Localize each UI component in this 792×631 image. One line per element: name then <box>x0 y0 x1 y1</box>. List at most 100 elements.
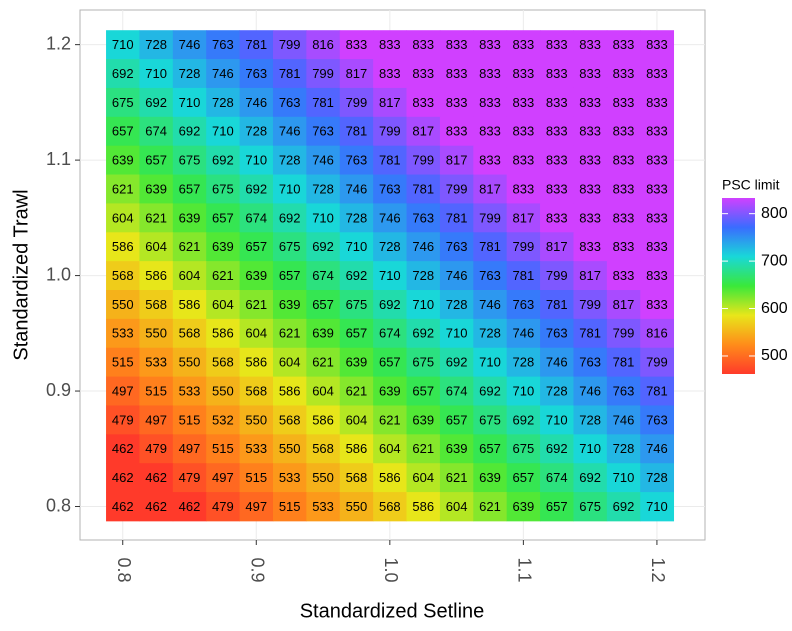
heatmap-cell <box>106 376 140 406</box>
cell-label: 833 <box>613 181 635 196</box>
heatmap-cell <box>473 59 508 89</box>
cell-label: 833 <box>646 268 668 283</box>
heatmap-cell <box>640 116 675 147</box>
cell-label: 781 <box>646 383 668 398</box>
heatmap-cell <box>373 59 407 89</box>
cell-label: 675 <box>513 441 535 456</box>
cell-label: 710 <box>613 470 635 485</box>
cell-label: 692 <box>513 412 535 427</box>
heatmap-cell <box>640 434 675 464</box>
heatmap-cell <box>573 347 608 378</box>
cell-label: 621 <box>346 383 368 398</box>
cell-label: 710 <box>412 297 434 312</box>
heatmap-cell <box>573 87 608 118</box>
cell-label: 833 <box>646 153 668 168</box>
heatmap-cell <box>306 261 341 291</box>
cell-label: 692 <box>613 499 635 514</box>
heatmap-cell <box>573 434 608 464</box>
cell-label: 515 <box>279 499 301 514</box>
cell-label: 833 <box>613 124 635 139</box>
cell-label: 692 <box>479 383 501 398</box>
heatmap-cell <box>272 405 307 435</box>
heatmap-cell <box>506 492 541 522</box>
heatmap-cell <box>640 59 675 89</box>
heatmap-cell <box>172 405 207 435</box>
heatmap-cell <box>606 30 641 60</box>
cell-label: 833 <box>546 210 568 225</box>
cell-label: 657 <box>479 441 501 456</box>
y-tick-label: 0.8 <box>46 495 71 515</box>
cell-label: 710 <box>245 153 267 168</box>
cell-label: 479 <box>145 441 167 456</box>
heatmap-cell <box>339 116 374 147</box>
heatmap-cell <box>573 463 608 493</box>
cell-label: 833 <box>513 153 535 168</box>
heatmap-cell <box>306 203 341 233</box>
heatmap-cell <box>339 347 374 378</box>
heatmap-cell <box>473 145 508 175</box>
heatmap-cell <box>506 376 541 406</box>
cell-label: 833 <box>513 181 535 196</box>
heatmap-cell <box>606 174 641 204</box>
cell-label: 621 <box>145 210 167 225</box>
cell-label: 586 <box>412 499 434 514</box>
cell-label: 817 <box>479 181 501 196</box>
cell-label: 833 <box>579 37 601 52</box>
cell-label: 833 <box>412 66 434 81</box>
cell-label: 497 <box>145 412 167 427</box>
heatmap-cell <box>306 59 341 89</box>
heatmap-cell <box>272 87 307 118</box>
cell-label: 675 <box>479 412 501 427</box>
heatmap-cell <box>473 30 508 60</box>
heatmap-cell <box>139 463 174 493</box>
cell-label: 746 <box>412 239 434 254</box>
cell-label: 657 <box>312 297 334 312</box>
heatmap-cell <box>239 116 274 147</box>
cell-label: 728 <box>546 383 568 398</box>
cell-label: 833 <box>446 66 468 81</box>
heatmap-cell <box>406 347 441 378</box>
cell-label: 621 <box>312 355 334 370</box>
cell-label: 728 <box>479 326 501 341</box>
heatmap-cell <box>206 347 240 378</box>
cell-label: 586 <box>112 239 134 254</box>
heatmap-cell <box>473 290 508 320</box>
heatmap-cell <box>239 405 274 435</box>
heatmap-cell <box>606 203 641 233</box>
heatmap-cell <box>540 318 574 349</box>
cell-label: 692 <box>346 268 368 283</box>
heatmap-cell <box>339 405 374 435</box>
heatmap-cell <box>172 463 207 493</box>
cell-label: 639 <box>279 297 301 312</box>
heatmap-cell <box>540 434 574 464</box>
cell-label: 817 <box>412 124 434 139</box>
cell-label: 781 <box>346 124 368 139</box>
cell-label: 462 <box>112 470 134 485</box>
heatmap-cell <box>106 492 140 522</box>
cell-label: 728 <box>279 153 301 168</box>
cell-label: 497 <box>112 383 134 398</box>
heatmap-cell <box>540 145 574 175</box>
colorbar-label: 600 <box>761 300 788 317</box>
cell-label: 746 <box>245 95 267 110</box>
heatmap-cell <box>640 145 675 175</box>
cell-label: 568 <box>179 326 201 341</box>
heatmap-cell <box>606 145 641 175</box>
heatmap-cell <box>106 87 140 118</box>
cell-label: 799 <box>613 326 635 341</box>
cell-label: 639 <box>312 326 334 341</box>
heatmap-cell <box>139 59 174 89</box>
heatmap-cell <box>206 174 240 204</box>
heatmap-cell <box>540 116 574 147</box>
cell-label: 657 <box>446 412 468 427</box>
heatmap-cell <box>106 59 140 89</box>
heatmap-cell <box>540 290 574 320</box>
heatmap-cell <box>540 492 574 522</box>
cell-label: 621 <box>446 470 468 485</box>
cell-label: 479 <box>112 412 134 427</box>
cell-label: 674 <box>446 383 468 398</box>
cell-label: 781 <box>245 37 267 52</box>
cell-label: 515 <box>112 355 134 370</box>
cell-label: 639 <box>379 383 401 398</box>
cell-label: 550 <box>145 326 167 341</box>
